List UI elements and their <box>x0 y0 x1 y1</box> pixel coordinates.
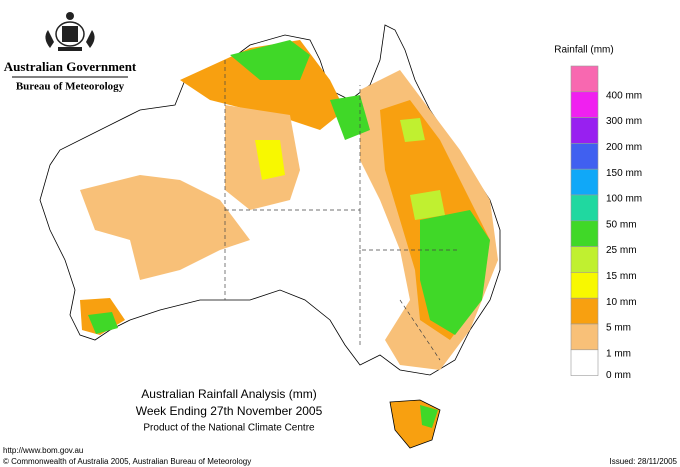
legend-swatch <box>570 117 599 144</box>
legend-swatch <box>570 349 599 376</box>
legend-label: 300 mm <box>606 116 642 127</box>
legend-swatch <box>570 246 599 273</box>
legend-label: 0 mm <box>606 370 631 381</box>
legend-swatch <box>570 297 599 325</box>
footer-copyright: © Commonwealth of Australia 2005, Austra… <box>3 457 251 466</box>
legend-label: 400 mm <box>606 90 642 101</box>
legend-label: 50 mm <box>606 219 637 230</box>
legend-title: Rainfall (mm) <box>554 45 613 56</box>
legend-swatch <box>570 220 599 247</box>
footer-issued: Issued: 28/11/2005 <box>610 457 678 466</box>
map-subtitle: Week Ending 27th November 2005 <box>136 404 323 418</box>
legend-label: 1 mm <box>606 348 631 359</box>
legend-swatch <box>570 272 599 299</box>
legend-label: 150 mm <box>606 168 642 179</box>
legend-swatch <box>570 65 599 93</box>
coat-of-arms <box>45 12 95 51</box>
legend-swatch <box>570 168 599 196</box>
legend-label: 200 mm <box>606 142 642 153</box>
map-title: Australian Rainfall Analysis (mm) <box>141 387 316 401</box>
legend-label: 5 mm <box>606 323 631 334</box>
legend-swatch <box>570 91 599 118</box>
legend-label: 25 mm <box>606 245 637 256</box>
legend-label: 10 mm <box>606 297 637 308</box>
footer-url: http://www.bom.gov.au <box>3 446 83 455</box>
map-credit: Product of the National Climate Centre <box>143 423 315 434</box>
legend-label: 100 mm <box>606 194 642 205</box>
agency-name: Bureau of Meteorology <box>16 81 125 93</box>
legend-label: 15 mm <box>606 271 637 282</box>
government-name: Australian Government <box>4 59 137 74</box>
legend-swatch <box>570 194 599 222</box>
legend: 400 mm 300 mm 200 mm 150 mm 100 mm 50 mm 25 mm… <box>570 65 642 381</box>
legend-swatch <box>570 143 599 170</box>
australia-map <box>39 24 501 449</box>
legend-swatch <box>570 323 599 351</box>
